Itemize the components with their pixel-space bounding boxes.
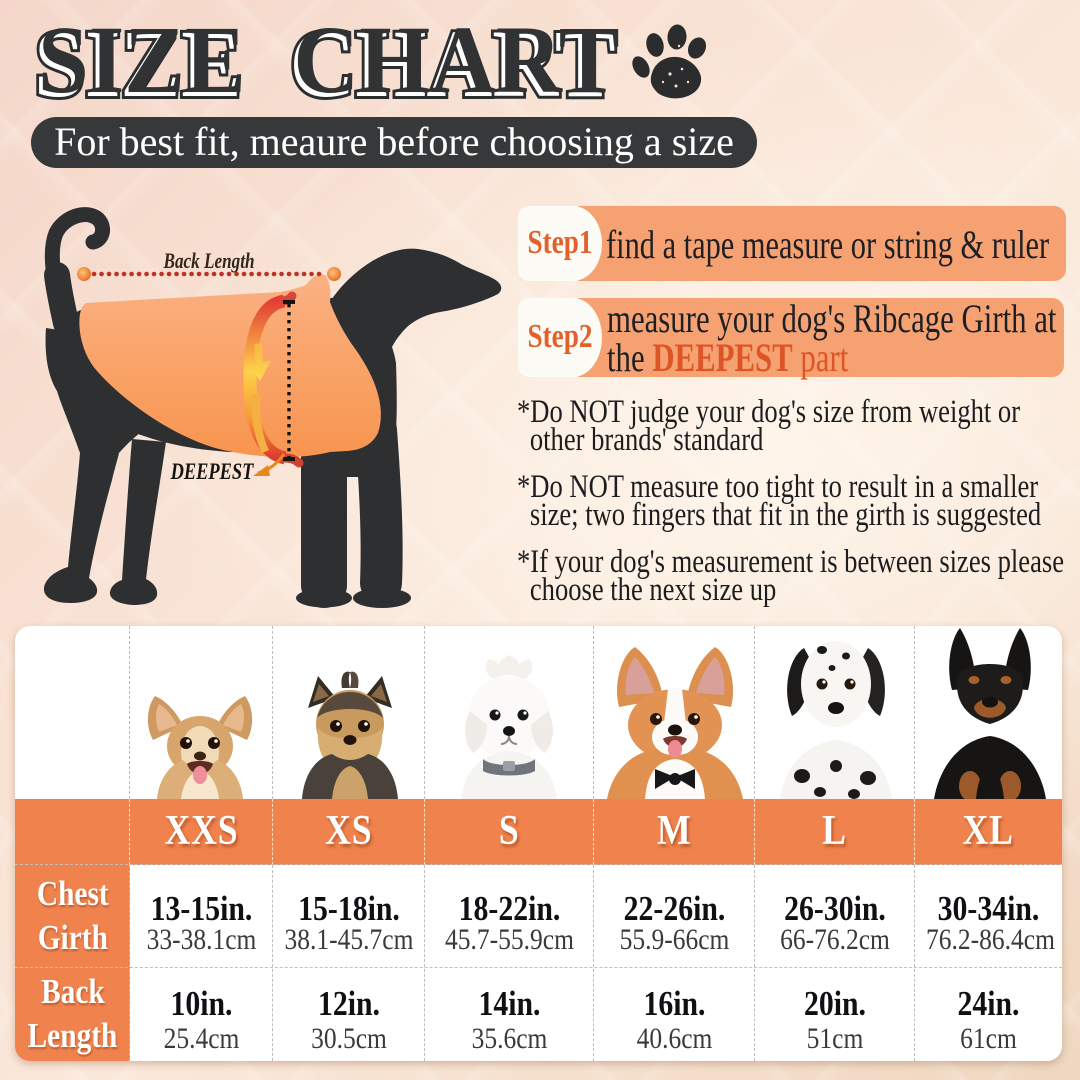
svg-text:Back Length: Back Length [163,249,255,274]
svg-text:DEEPEST: DEEPEST [170,458,255,485]
